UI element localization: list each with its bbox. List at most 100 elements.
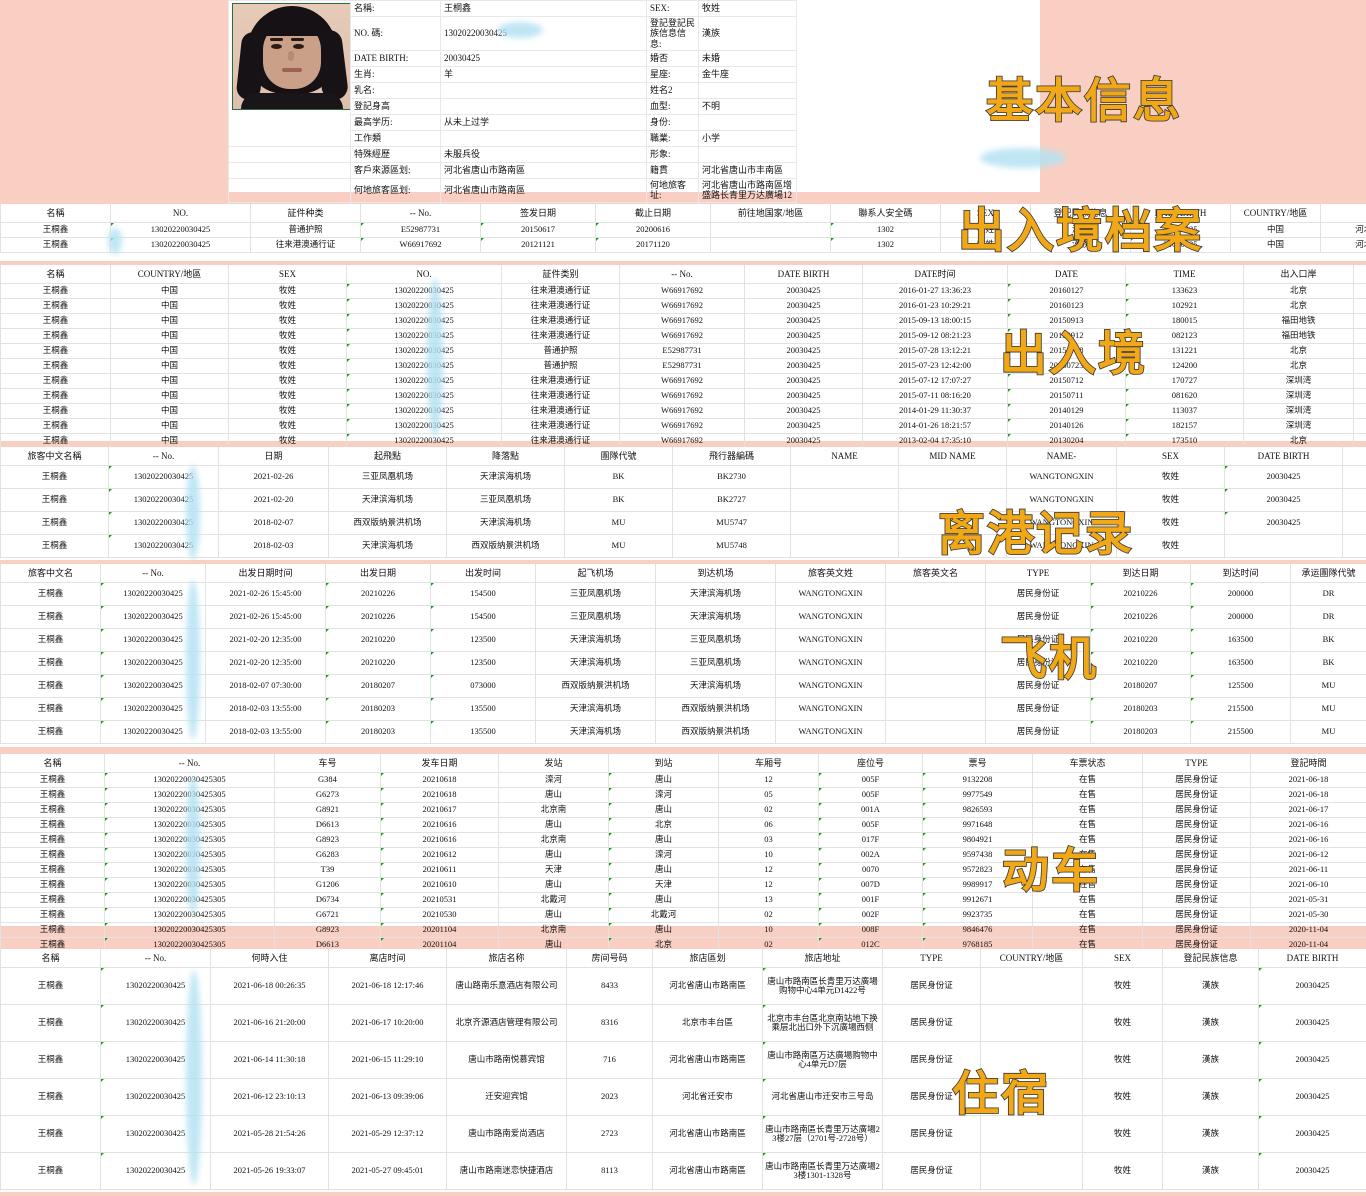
table-cell: 北京 bbox=[1243, 298, 1354, 315]
column-header: 名稱 bbox=[0, 949, 101, 969]
table-cell: 唐山 bbox=[608, 862, 719, 879]
field-label: 星座: bbox=[646, 66, 699, 84]
table-cell bbox=[1353, 358, 1366, 375]
table-cell: 中国 bbox=[110, 388, 229, 405]
table-cell: 001A bbox=[818, 802, 923, 819]
table-cell: DR bbox=[1290, 605, 1366, 630]
table-cell: 13020220030425305 bbox=[104, 772, 275, 789]
table-cell: 2021-06-10 bbox=[1250, 877, 1366, 894]
table-cell: BK bbox=[1290, 651, 1366, 676]
column-header: 登記民族信息 bbox=[1162, 949, 1259, 969]
column-header: 飛行器編碼 bbox=[672, 447, 791, 467]
table-cell: 在售 bbox=[1032, 817, 1143, 834]
table-cell: WANGTONGXIN bbox=[775, 605, 886, 630]
table-cell: 漢族 bbox=[1030, 222, 1131, 239]
field-value: 牧姓 bbox=[698, 0, 797, 17]
table-cell: 13020220030425 bbox=[100, 697, 206, 722]
entry-exit-sheet: 名稱 COUNTRY/地區 SEX NO. 証件类别 -- No. DATE BIRTH DA… bbox=[0, 265, 1366, 465]
table-cell bbox=[898, 465, 1007, 490]
table-cell: 漢族 bbox=[1162, 1115, 1259, 1154]
portrait-photo bbox=[232, 3, 350, 110]
table-cell: 唐山 bbox=[608, 832, 719, 849]
table-row: 王桐鑫 13020220030425 2021-02-26 15:45:00 2021… bbox=[0, 582, 1366, 607]
table-cell bbox=[898, 534, 1007, 559]
table-cell: 9971648 bbox=[922, 817, 1033, 834]
table-cell: 13020220030425305 bbox=[104, 787, 275, 804]
table-cell: 居民身份证 bbox=[882, 1041, 981, 1080]
table-cell: 牧姓 bbox=[1116, 534, 1225, 559]
empty-cell bbox=[228, 178, 351, 203]
field-label: 身份: bbox=[646, 114, 699, 132]
table-cell: 唐山 bbox=[608, 802, 719, 819]
column-header: 降落點 bbox=[446, 447, 565, 467]
table-cell: 13020220030425 bbox=[100, 1078, 211, 1117]
table-cell: 居民身份证 bbox=[1142, 907, 1251, 924]
table-cell: 王桐鑫 bbox=[0, 358, 111, 375]
table-cell: 居民身份证 bbox=[1342, 534, 1366, 559]
table-cell: 002A bbox=[818, 847, 923, 864]
table-cell: 13020220030425 bbox=[346, 403, 502, 420]
table-cell: 唐山市路南爱尚酒店 bbox=[446, 1115, 567, 1154]
table-cell: 163500 bbox=[1190, 628, 1291, 653]
table-cell: 133623 bbox=[1125, 283, 1244, 300]
table-cell: 唐山 bbox=[498, 817, 609, 834]
table-cell: 20030425 bbox=[1224, 488, 1343, 513]
table-cell: 20150912 bbox=[1007, 328, 1126, 345]
table-cell: 200000 bbox=[1190, 605, 1291, 630]
table-row: 王桐鑫 13020220030425305 G8923 20210616 北京南 唐山 03… bbox=[0, 832, 1366, 849]
column-header: 出发日期 bbox=[325, 564, 431, 584]
table-cell: 普通护照 bbox=[501, 343, 620, 360]
table-cell: 9826593 bbox=[922, 802, 1033, 819]
table-cell: 中国 bbox=[110, 328, 229, 345]
table-cell: 在售 bbox=[1032, 922, 1143, 939]
table-cell: 普通护照 bbox=[501, 358, 620, 375]
table-cell: 20180207 bbox=[325, 674, 431, 699]
table-cell: 20030425 bbox=[1258, 1115, 1366, 1154]
table-cell: 20210226 bbox=[325, 605, 431, 630]
train-table: 名稱 -- No. 车号 发车日期 发站 到站 车厢号 座位号 票号 车票状态 TYPE 登記時間 王… bbox=[0, 754, 1366, 954]
table-cell: 居民身份证 bbox=[1142, 772, 1251, 789]
column-header: SEX bbox=[1082, 949, 1163, 969]
table-cell: 215500 bbox=[1190, 697, 1291, 722]
empty-cell bbox=[228, 162, 351, 180]
table-cell: G6283 bbox=[274, 847, 381, 864]
table-cell: 漢族 bbox=[1162, 1078, 1259, 1117]
table-cell: 王桐鑫 bbox=[0, 534, 109, 559]
table-cell: 河北省唐山市路南區 bbox=[652, 967, 763, 1006]
table-cell: 1302 bbox=[830, 237, 941, 254]
field-value: 河北省唐山市路南區 bbox=[440, 162, 647, 180]
table-cell: 天津滨海机场 bbox=[446, 511, 565, 536]
table-cell: 北京 bbox=[608, 817, 719, 834]
table-cell: 20030425 bbox=[1258, 1004, 1366, 1043]
table-cell: 2021-06-18 12:17:46 bbox=[328, 967, 447, 1006]
column-header: COUNTRY/地區 bbox=[980, 949, 1083, 969]
table-cell: 13020220030425 bbox=[346, 313, 502, 330]
table-cell: 王桐鑫 bbox=[0, 298, 111, 315]
table-cell: 13020220030425305 bbox=[104, 862, 275, 879]
table-cell bbox=[1224, 534, 1343, 559]
table-cell: 王桐鑫 bbox=[0, 877, 105, 894]
avatar bbox=[228, 0, 351, 148]
field-value: 漢族 bbox=[698, 15, 797, 52]
table-cell bbox=[885, 605, 986, 630]
table-cell: 03 bbox=[718, 832, 819, 849]
table-cell: 唐山市路南區万达廣場购物中心4单元D7层 bbox=[762, 1041, 883, 1080]
table-cell: 20030425 bbox=[744, 283, 863, 300]
table-cell: 唐山 bbox=[498, 787, 609, 804]
departure-record-table: 旅客中文名稱 -- No. 日期 起飛點 降落點 團隊代號 飛行器編碼 NAME MID NAM… bbox=[0, 447, 1366, 559]
table-cell: 02 bbox=[718, 907, 819, 924]
table-row: 王桐鑫 13020220030425305 G1206 20210610 唐山 天津 12 0… bbox=[0, 877, 1366, 894]
table-cell: 20210531 bbox=[380, 892, 499, 909]
table-cell bbox=[790, 465, 899, 490]
basic-info-sheet: 名稱: 王桐鑫 SEX: 牧姓 NO. 碼: 13020220030425 登記登記民族信息… bbox=[228, 0, 1040, 251]
column-header: 名稱 bbox=[0, 204, 111, 224]
table-cell: W66917692 bbox=[619, 388, 745, 405]
table-cell: 13020220030425 bbox=[346, 343, 502, 360]
table-cell: 2021-05-27 09:45:01 bbox=[328, 1152, 447, 1191]
table-cell: 居民身份证 bbox=[1342, 465, 1366, 490]
table-cell: 河北省唐山市路北區 bbox=[1320, 222, 1366, 239]
column-header: 何時入住 bbox=[210, 949, 329, 969]
table-cell: MU bbox=[564, 534, 673, 559]
table-cell: 王桐鑫 bbox=[0, 328, 111, 345]
column-header: -- No. bbox=[108, 447, 219, 467]
